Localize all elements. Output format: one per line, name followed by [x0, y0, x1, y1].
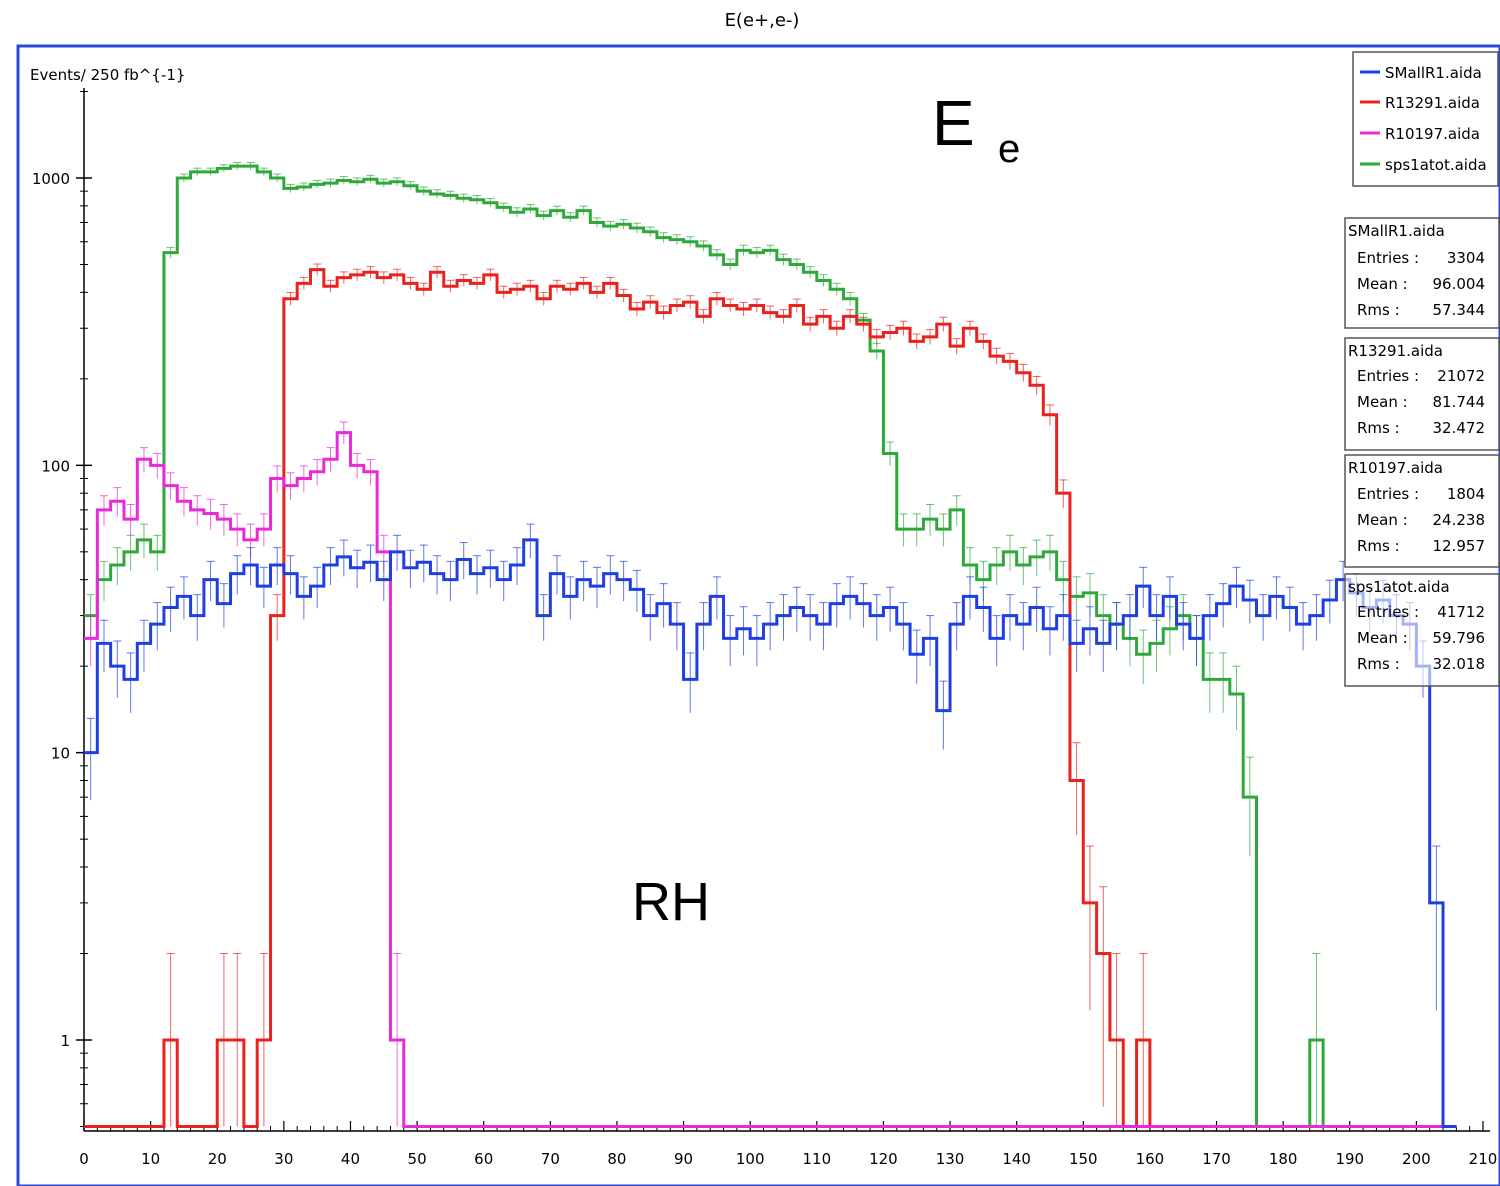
x-tick-label: 40: [341, 1150, 360, 1168]
x-tick-label: 60: [474, 1150, 493, 1168]
stats-title: R13291.aida: [1348, 342, 1443, 360]
x-tick-label: 30: [274, 1150, 293, 1168]
stats-entries-value: 41712: [1437, 603, 1485, 621]
stats-rms-label: Rms :: [1357, 301, 1400, 319]
stats-entries-label: Entries :: [1357, 367, 1419, 385]
x-tick-label: 70: [541, 1150, 560, 1168]
annotation-e: E: [932, 87, 975, 159]
x-tick-label: 150: [1069, 1150, 1098, 1168]
x-tick-label: 140: [1002, 1150, 1031, 1168]
x-tick-label: 110: [802, 1150, 831, 1168]
stats-box-sps1atot: sps1atot.aida Entries : 41712 Mean : 59.…: [1344, 573, 1500, 687]
stats-title: sps1atot.aida: [1348, 578, 1450, 596]
legend-entry-r10197: R10197.aida: [1385, 125, 1480, 143]
series-layer: [84, 161, 1457, 1128]
series-r13291-aida: [84, 263, 1457, 1128]
stats-mean-value: 59.796: [1433, 629, 1486, 647]
axes: 0 10 20 30 40 50 60 70 80 90 100 110 120 130 140 150 160…: [32, 88, 1498, 1168]
y-axis-label: Events/ 250 fb^{-1}: [30, 66, 185, 84]
x-tick-label: 160: [1136, 1150, 1165, 1168]
stats-box-r13291: R13291.aida Entries : 21072 Mean : 81.74…: [1344, 337, 1500, 451]
stats-entries-label: Entries :: [1357, 249, 1419, 267]
stats-entries-label: Entries :: [1357, 485, 1419, 503]
x-tick-label: 50: [408, 1150, 427, 1168]
series-line: [84, 164, 1457, 1128]
legend-entry-r13291: R13291.aida: [1385, 94, 1480, 112]
stats-rms-label: Rms :: [1357, 655, 1400, 673]
x-tick-label: 20: [208, 1150, 227, 1168]
x-tick-label: 210: [1469, 1150, 1498, 1168]
stats-mean-label: Mean :: [1357, 511, 1408, 529]
x-tick-label: 180: [1269, 1150, 1298, 1168]
x-tick-label: 10: [141, 1150, 160, 1168]
y-tick-label: 10: [51, 745, 70, 763]
stats-rms-label: Rms :: [1357, 537, 1400, 555]
stats-rms-label: Rms :: [1357, 419, 1400, 437]
series-smallr1-aida: [84, 523, 1457, 1128]
stats-rms-value: 12.957: [1433, 537, 1486, 555]
stats-mean-value: 24.238: [1433, 511, 1486, 529]
y-tick-label: 1: [60, 1032, 70, 1050]
x-tick-label: 90: [674, 1150, 693, 1168]
x-tick-label: 170: [1202, 1150, 1231, 1168]
series-line: [84, 431, 1457, 1128]
stats-rms-value: 57.344: [1433, 301, 1486, 319]
legend-entry-smallr1: SMallR1.aida: [1385, 64, 1482, 82]
stats-entries-value: 1804: [1447, 485, 1485, 503]
x-tick-label: 190: [1335, 1150, 1364, 1168]
series-line: [84, 268, 1457, 1128]
stats-mean-label: Mean :: [1357, 275, 1408, 293]
legend-entry-sps1atot: sps1atot.aida: [1385, 156, 1487, 174]
stats-mean-label: Mean :: [1357, 629, 1408, 647]
stats-title: SMallR1.aida: [1348, 222, 1445, 240]
x-tick-label: 200: [1402, 1150, 1431, 1168]
stats-title: R10197.aida: [1348, 459, 1443, 477]
annotation-rh: RH: [632, 872, 710, 932]
y-tick-label: 100: [41, 457, 70, 475]
y-tick-label: 1000: [32, 170, 70, 188]
stats-rms-value: 32.018: [1433, 655, 1486, 673]
stats-mean-label: Mean :: [1357, 393, 1408, 411]
x-tick-label: 0: [79, 1150, 89, 1168]
stats-entries-value: 3304: [1447, 249, 1485, 267]
stats-mean-value: 81.744: [1433, 393, 1486, 411]
x-tick-label: 120: [869, 1150, 898, 1168]
x-tick-label: 80: [607, 1150, 626, 1168]
series-line: [84, 538, 1457, 1128]
chart-title: E(e+,e-): [725, 10, 800, 31]
stats-mean-value: 96.004: [1433, 275, 1486, 293]
stats-rms-value: 32.472: [1433, 419, 1486, 437]
stats-entries-value: 21072: [1437, 367, 1485, 385]
annotation-e-subscript: e: [998, 127, 1020, 171]
legend: SMallR1.aida R13291.aida R10197.aida sps…: [1352, 51, 1499, 187]
stats-entries-label: Entries :: [1357, 603, 1419, 621]
x-tick-label: 100: [736, 1150, 765, 1168]
x-tick-label: 130: [936, 1150, 965, 1168]
stats-box-r10197: R10197.aida Entries : 1804 Mean : 24.238…: [1344, 454, 1500, 568]
stats-box-smallr1: SMallR1.aida Entries : 3304 Mean : 96.00…: [1344, 217, 1500, 329]
